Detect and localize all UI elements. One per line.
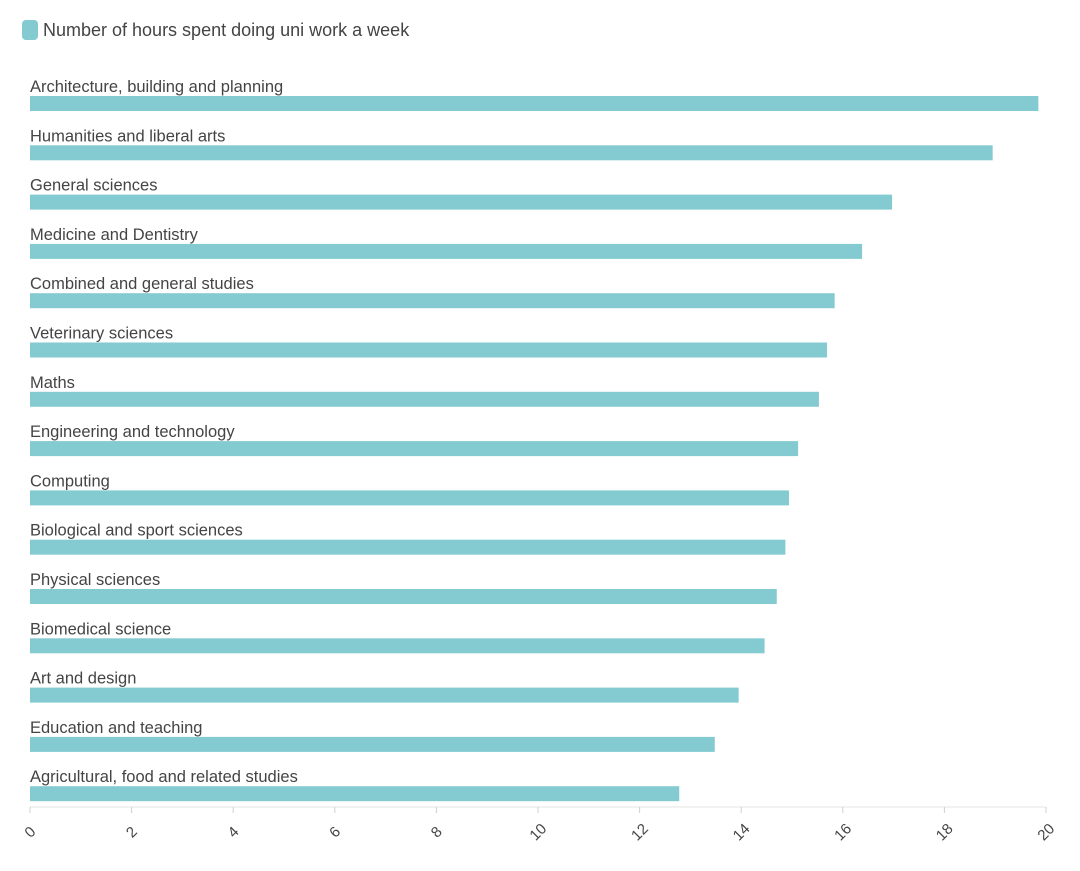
category-label: Computing <box>30 472 110 490</box>
category-label: Combined and general studies <box>30 275 254 293</box>
category-label: Humanities and liberal arts <box>30 127 225 145</box>
bar[interactable] <box>30 490 789 506</box>
category-label: Engineering and technology <box>30 423 235 441</box>
bar[interactable] <box>30 687 739 703</box>
bar[interactable] <box>30 194 893 210</box>
category-label: General sciences <box>30 177 157 195</box>
category-label: Architecture, building and planning <box>30 78 283 96</box>
x-tick-label: 16 <box>831 820 855 844</box>
bar[interactable] <box>30 441 799 457</box>
category-label: Physical sciences <box>30 571 160 589</box>
category-label: Education and teaching <box>30 719 202 737</box>
category-label: Biological and sport sciences <box>30 522 243 540</box>
x-tick-label: 0 <box>21 823 39 841</box>
x-tick-label: 8 <box>428 823 446 841</box>
category-label: Veterinary sciences <box>30 325 173 343</box>
bar[interactable] <box>30 638 765 654</box>
bar[interactable] <box>30 736 715 752</box>
category-label: Biomedical science <box>30 620 171 638</box>
legend-swatch <box>22 20 38 40</box>
chart-legend: Number of hours spent doing uni work a w… <box>22 18 409 42</box>
x-tick-label: 20 <box>1034 820 1058 844</box>
x-tick-label: 2 <box>123 823 141 841</box>
x-axis: 0 2 4 6 8 10 12 14 16 18 20 <box>21 806 1058 844</box>
category-label: Medicine and Dentistry <box>30 226 199 244</box>
bar[interactable] <box>30 539 786 555</box>
bar[interactable] <box>30 342 828 358</box>
bar[interactable] <box>30 589 777 604</box>
category-label: Maths <box>30 374 75 392</box>
x-tick-label: 12 <box>628 820 652 844</box>
bar[interactable] <box>30 145 993 161</box>
bar[interactable] <box>30 391 819 407</box>
bar[interactable] <box>30 96 1039 111</box>
legend-label: Number of hours spent doing uni work a w… <box>43 19 410 40</box>
x-tick-label: 10 <box>526 820 550 844</box>
bar[interactable] <box>30 243 863 259</box>
x-tick-label: 18 <box>933 820 957 844</box>
bar[interactable] <box>30 293 835 309</box>
bar[interactable] <box>30 786 680 802</box>
x-tick-label: 14 <box>730 820 754 844</box>
x-tick-label: 4 <box>225 823 243 841</box>
x-tick-label: 6 <box>326 823 344 841</box>
bars-layer: Architecture, building and planning Human… <box>30 78 1039 802</box>
category-label: Agricultural, food and related studies <box>30 768 298 786</box>
category-label: Art and design <box>30 670 136 688</box>
